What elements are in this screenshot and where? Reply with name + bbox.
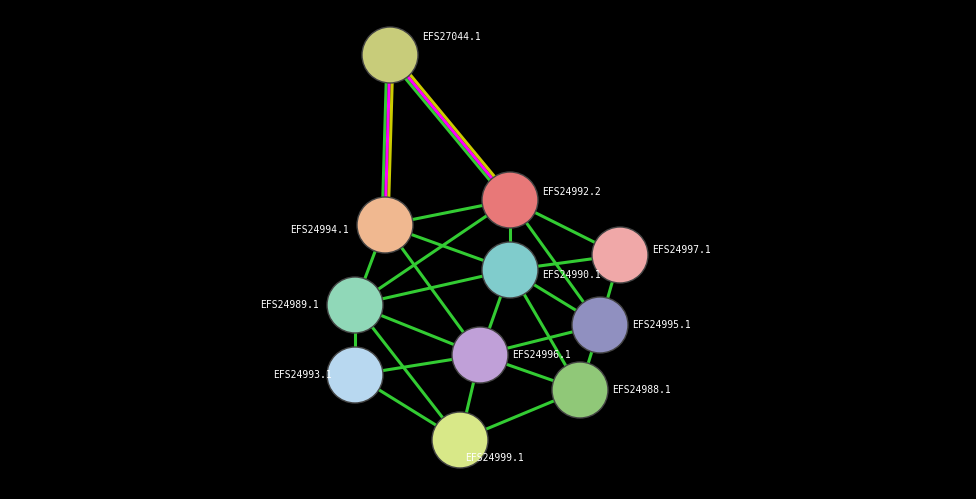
Text: EFS27044.1: EFS27044.1 [422, 32, 481, 42]
Circle shape [482, 172, 538, 228]
Circle shape [362, 27, 418, 83]
Text: EFS24993.1: EFS24993.1 [273, 370, 332, 380]
Circle shape [432, 412, 488, 468]
Circle shape [592, 227, 648, 283]
Text: EFS24992.2: EFS24992.2 [542, 187, 601, 197]
Circle shape [572, 297, 628, 353]
Circle shape [327, 277, 383, 333]
Circle shape [452, 327, 508, 383]
Text: EFS24988.1: EFS24988.1 [612, 385, 671, 395]
Text: EFS24989.1: EFS24989.1 [260, 300, 319, 310]
Text: EFS24995.1: EFS24995.1 [632, 320, 691, 330]
Text: EFS24990.1: EFS24990.1 [542, 270, 601, 280]
Circle shape [357, 197, 413, 253]
Text: EFS24996.1: EFS24996.1 [512, 350, 571, 360]
Text: EFS24999.1: EFS24999.1 [465, 453, 524, 463]
Circle shape [552, 362, 608, 418]
Text: EFS24997.1: EFS24997.1 [652, 245, 711, 255]
Text: EFS24994.1: EFS24994.1 [290, 225, 348, 235]
Circle shape [482, 242, 538, 298]
Circle shape [327, 347, 383, 403]
